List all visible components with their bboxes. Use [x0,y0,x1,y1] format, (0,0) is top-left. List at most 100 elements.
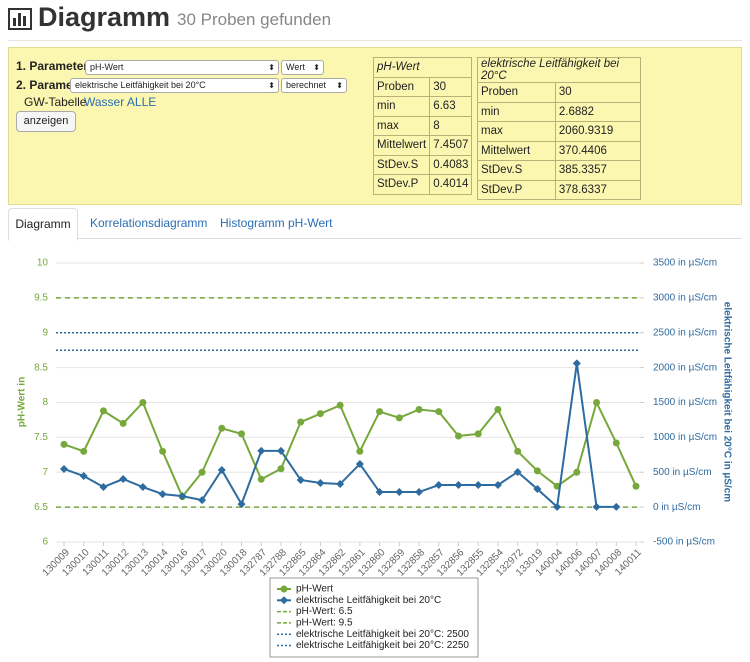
y2-tick-label: 1000 in µS/cm [653,432,717,443]
y-tick-label: 10 [37,258,49,269]
data-point [533,485,542,494]
stats-row: Mittelwert 7.4507 [372,135,473,156]
data-point [119,419,127,427]
stats-row: StDev.P 0.4014 [372,174,473,195]
divider [8,40,742,41]
data-point [612,502,621,511]
param1-label: 1. Parameter [16,59,89,73]
y2-tick-label: 2000 in µS/cm [653,362,717,373]
stats-value: 30 [554,82,642,103]
stats-key: min [372,96,431,117]
stats-table: elektrische Leitfähigkeit bei 20°C Proben… [477,57,642,200]
y-tick-label: 9.5 [34,293,48,304]
y2-tick-label: 500 in µS/cm [653,467,712,478]
data-point [336,401,344,409]
data-point [493,481,502,490]
data-point [119,475,128,484]
data-point [257,475,265,483]
stats-value: 2.6882 [554,101,642,122]
stats-key: Proben [477,82,556,103]
data-point [296,475,305,484]
stats-key: Proben [372,76,431,97]
stats-key: StDev.S [372,154,431,175]
param2-mode-select[interactable]: berechnet [281,78,347,93]
data-point [237,500,246,509]
stats-key: Mittelwert [477,140,556,161]
y-tick-label: 7 [42,467,48,478]
data-point [395,488,404,497]
param2-select[interactable]: elektrische Leitfähigkeit bei 20°C [70,78,279,93]
data-point [454,432,462,440]
y-tick-label: 7.5 [34,432,48,443]
data-point [474,481,483,490]
stats-key: StDev.P [477,179,556,200]
table-link[interactable]: Wasser ALLE [84,95,157,109]
data-point [553,502,562,511]
stats-row: min 6.63 [372,96,473,117]
stats-value: 6.63 [429,96,473,117]
show-button[interactable]: anzeigen [16,111,76,132]
data-point [572,359,581,368]
data-point [612,439,620,447]
legend-marker [280,585,288,593]
data-point [139,399,147,406]
data-point [158,490,167,499]
tab[interactable]: Histogramm pH-Wert [220,216,333,230]
data-point [277,465,285,473]
stats-title: elektrische Leitfähigkeit bei 20°C [477,57,641,83]
data-point [79,472,88,481]
data-point [238,430,246,438]
stats-row: Proben 30 [372,76,473,97]
stats-row: StDev.P 378.6337 [477,179,642,200]
stats-key: StDev.P [372,174,431,195]
data-point [218,424,226,432]
chart-icon [8,8,32,30]
y2-axis-label: elektrische Leitfähigkeit bei 20°C in µS… [721,302,732,502]
data-point [533,467,541,475]
data-point [375,488,384,497]
data-point [217,465,226,474]
data-point [494,405,502,413]
page-subtitle: 30 Proben gefunden [177,10,332,29]
data-point [415,405,423,413]
data-point [276,446,285,455]
legend-marker [280,596,288,605]
data-point [434,481,443,490]
param1-mode-select[interactable]: Wert [281,60,324,75]
data-point [336,480,345,489]
data-point [435,408,443,416]
stats-value: 0.4014 [429,174,473,195]
data-point [60,464,68,473]
data-point [514,447,522,455]
y2-tick-label: 1500 in µS/cm [653,397,717,408]
stats-value: 0.4083 [429,154,473,175]
stats-row: max 8 [372,115,473,136]
y-tick-label: 8.5 [34,362,48,373]
data-point [573,468,581,476]
y2-tick-label: -500 in µS/cm [653,537,715,548]
data-point [415,488,424,497]
legend-label: pH-Wert: 9.5 [296,618,353,629]
tab-active[interactable]: Diagramm [8,208,78,241]
y2-tick-label: 3500 in µS/cm [653,258,717,269]
param1-select[interactable]: pH-Wert [85,60,279,75]
stats-row: Proben 30 [477,82,642,103]
data-point [316,410,324,418]
data-point [257,446,266,455]
stats-value: 370.4406 [554,140,642,161]
y-tick-label: 6 [42,537,48,548]
tab-divider [8,238,742,239]
data-point [632,482,640,490]
tab[interactable]: Korrelationsdiagramm [90,216,208,230]
stats-table: pH-Wert Proben 30 min 6.63 max 8 Mittelwert 7.45… [372,57,473,195]
legend-label: elektrische Leitfähigkeit bei 20°C [296,595,441,606]
stats-value: 385.3357 [554,160,642,181]
data-point [60,440,68,448]
table-label: GW-Tabelle [24,95,87,109]
data-point [198,496,207,505]
data-point [395,414,403,422]
y2-tick-label: 2500 in µS/cm [653,327,717,338]
data-point [474,430,482,438]
stats-row: StDev.S 385.3357 [477,160,642,181]
